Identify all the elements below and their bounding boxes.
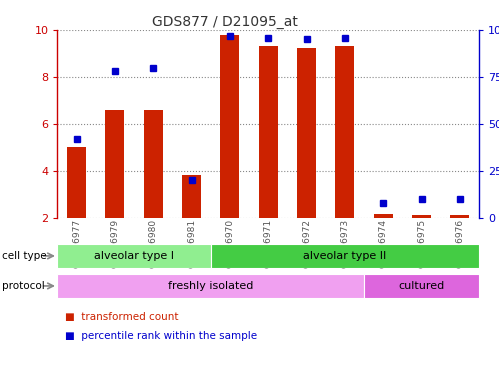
Bar: [335, 46, 354, 217]
Text: GDS877 / D21095_at: GDS877 / D21095_at: [152, 15, 297, 29]
Text: ■  percentile rank within the sample: ■ percentile rank within the sample: [65, 332, 257, 341]
Text: protocol: protocol: [2, 281, 45, 291]
Bar: [144, 110, 163, 218]
Bar: [258, 46, 278, 217]
Bar: [412, 215, 431, 217]
Text: cultured: cultured: [398, 281, 445, 291]
Bar: [211, 244, 479, 268]
Bar: [450, 215, 470, 217]
Bar: [374, 214, 393, 217]
Bar: [57, 274, 364, 298]
Text: alveolar type II: alveolar type II: [303, 251, 387, 261]
Bar: [297, 48, 316, 217]
Bar: [220, 35, 240, 218]
Bar: [57, 244, 211, 268]
Bar: [364, 274, 479, 298]
Text: ■  transformed count: ■ transformed count: [65, 312, 178, 322]
Bar: [67, 147, 86, 218]
Text: alveolar type I: alveolar type I: [94, 251, 174, 261]
Bar: [105, 110, 124, 218]
Bar: [182, 176, 201, 217]
Text: cell type: cell type: [2, 251, 47, 261]
Text: freshly isolated: freshly isolated: [168, 281, 253, 291]
